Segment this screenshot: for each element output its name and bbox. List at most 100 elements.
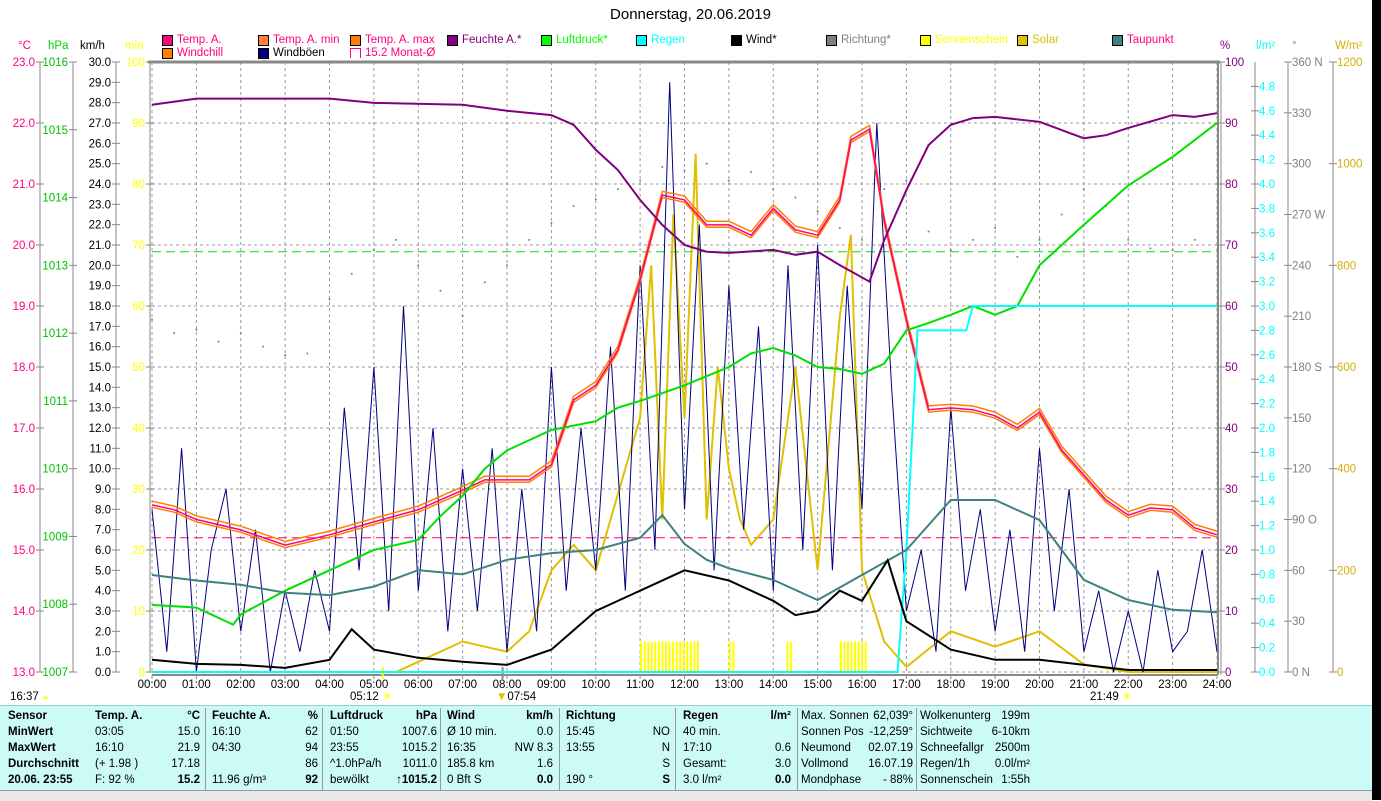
x-tick-label: 18:00 — [936, 679, 965, 691]
cell: 17:10 — [683, 742, 712, 754]
axis-label-kmh: 30.0 — [89, 57, 111, 69]
axis-label-temp: 22.0 — [13, 118, 35, 130]
axis-label-hpa: 1014 — [42, 193, 68, 205]
axis-label-hpa: 1009 — [42, 531, 68, 543]
table-row: Sichtweite 6-10km — [920, 724, 1030, 740]
legend-label: Solar — [1032, 34, 1059, 46]
x-tick-label: 09:00 — [537, 679, 566, 691]
legend-item: Windböen — [258, 47, 325, 59]
cell: Luftdruck — [330, 710, 384, 722]
sunshine-bar — [647, 641, 650, 672]
axis-label-rain: 3.4 — [1259, 252, 1276, 264]
axis-label-min: 90 — [132, 118, 145, 130]
sonne-column: Max. Sonnen 62,039° Sonnen Pos -12,259° Neum… — [801, 708, 913, 788]
cell-value: -12,259° — [869, 726, 913, 738]
table-row: S — [566, 756, 670, 772]
x-tick-label: 19:00 — [981, 679, 1010, 691]
axis-label-hpa: 1010 — [42, 464, 68, 476]
cell: Regen — [683, 710, 719, 722]
x-tick-label: 06:00 — [404, 679, 433, 691]
axis-label-rain: 4.2 — [1259, 155, 1275, 167]
unit-label-wm2: W/m² — [1335, 40, 1363, 52]
sunshine-bar — [850, 641, 853, 672]
axis-label-kmh: 11.0 — [89, 443, 111, 455]
direction-dot — [705, 162, 708, 165]
table-row: 190 ° S — [566, 772, 670, 788]
x-tick-label: 10:00 — [581, 679, 610, 691]
axis-label-temp: 19.0 — [13, 301, 35, 313]
axis-label-temp: 21.0 — [13, 179, 35, 191]
axis-label-temp: 15.0 — [13, 545, 35, 557]
sun-icon: ☀ — [381, 691, 393, 703]
cell-value: N — [661, 742, 670, 754]
sensor-column: Sensor MinWert MaxWert Durchschnitt 20.0… — [8, 708, 93, 788]
legend-swatch — [636, 34, 647, 46]
axis-label-wm2: 800 — [1337, 260, 1356, 272]
table-row: Feuchte A.% — [212, 708, 318, 724]
table-row: 03:05 15.0 — [95, 724, 200, 740]
series-line-windchill — [151, 130, 1218, 549]
direction-dot — [306, 352, 309, 355]
axis-label-rain: 0.0 — [1259, 667, 1275, 679]
direction-dot — [1149, 247, 1152, 250]
column-divider — [916, 708, 917, 790]
row-label: Durchschnitt — [8, 758, 79, 770]
sunshine-bar — [843, 641, 846, 672]
x-tick-label: 05:00 — [359, 679, 388, 691]
table-row: Temp. A. °C — [95, 708, 200, 724]
axis-label-rain: 3.6 — [1259, 228, 1275, 240]
axis-label-rain: 1.4 — [1259, 496, 1276, 508]
axis-label-temp: 17.0 — [13, 423, 35, 435]
axis-label-temp: 14.0 — [13, 606, 35, 618]
axis-label-pct: 10 — [1225, 606, 1238, 618]
axis-label-deg: 180 S — [1292, 362, 1322, 374]
table-row: Ø 10 min. 0.0 — [447, 724, 553, 740]
direction-dot — [1082, 188, 1085, 191]
x-tick-label: 01:00 — [182, 679, 211, 691]
direction-dot — [861, 238, 863, 241]
table-row: 17:10 0.6 — [683, 740, 791, 756]
x-tick-label: 00:00 — [138, 679, 167, 691]
axis-label-wm2: 400 — [1337, 464, 1356, 476]
temp-column: Temp. A. °C 03:05 15.0 16:10 21.9 (+ 1.98 ) 17.… — [95, 708, 200, 788]
legend-item: Richtung* — [826, 34, 891, 46]
sunset-label: 21:49 — [1090, 691, 1119, 703]
legend-item: Wind* — [731, 34, 777, 46]
cell: 23:55 — [330, 742, 359, 754]
unit-label-rain: l/m² — [1256, 40, 1276, 52]
table-row: Mondphase - 88% — [801, 772, 913, 788]
cell-value: S — [662, 758, 670, 770]
direction-dot — [239, 332, 242, 335]
cell-value: NO — [652, 726, 670, 738]
axis-label-kmh: 26.0 — [89, 138, 111, 150]
cell: Richtung — [566, 710, 616, 722]
axis-label-rain: 4.8 — [1259, 81, 1275, 93]
cell-value: km/h — [526, 710, 553, 722]
cell-value: hPa — [415, 710, 437, 722]
cell-value: 2500m — [994, 742, 1030, 754]
axis-label-min: 80 — [132, 179, 145, 191]
axis-label-deg: 270 W — [1292, 210, 1325, 222]
axis-label-kmh: 14.0 — [89, 382, 111, 394]
column-divider — [559, 708, 560, 790]
axis-label-min: 100 — [126, 57, 145, 69]
cell-value: 16.07.19 — [868, 758, 913, 770]
cell-value: ↑1015.2 — [396, 774, 437, 786]
cell-value: 0.0l/m² — [994, 758, 1030, 770]
series-line-taupunkt — [151, 499, 1218, 614]
stats-panel: Sensor MinWert MaxWert Durchschnitt 20.0… — [0, 705, 1372, 791]
axis-label-kmh: 6.0 — [95, 545, 111, 557]
cell: 16:35 — [447, 742, 476, 754]
series-line-temp-a-max — [151, 124, 1218, 543]
x-tick-label: 11:00 — [626, 679, 654, 691]
legend-item: Feuchte A.* — [447, 34, 521, 46]
wolken-column: Wolkenunterg 199m Sichtweite 6-10km Schneefa… — [920, 708, 1030, 788]
sunshine-bar — [786, 641, 789, 672]
axis-label-kmh: 27.0 — [89, 118, 111, 130]
cell: Wind — [447, 710, 475, 722]
legend-label: Feuchte A.* — [462, 34, 522, 46]
axis-label-min: 20 — [132, 545, 145, 557]
wind-gust-line — [151, 82, 1218, 673]
direction-dot — [772, 188, 775, 191]
cell: ^1.0hPa/h — [330, 758, 382, 770]
